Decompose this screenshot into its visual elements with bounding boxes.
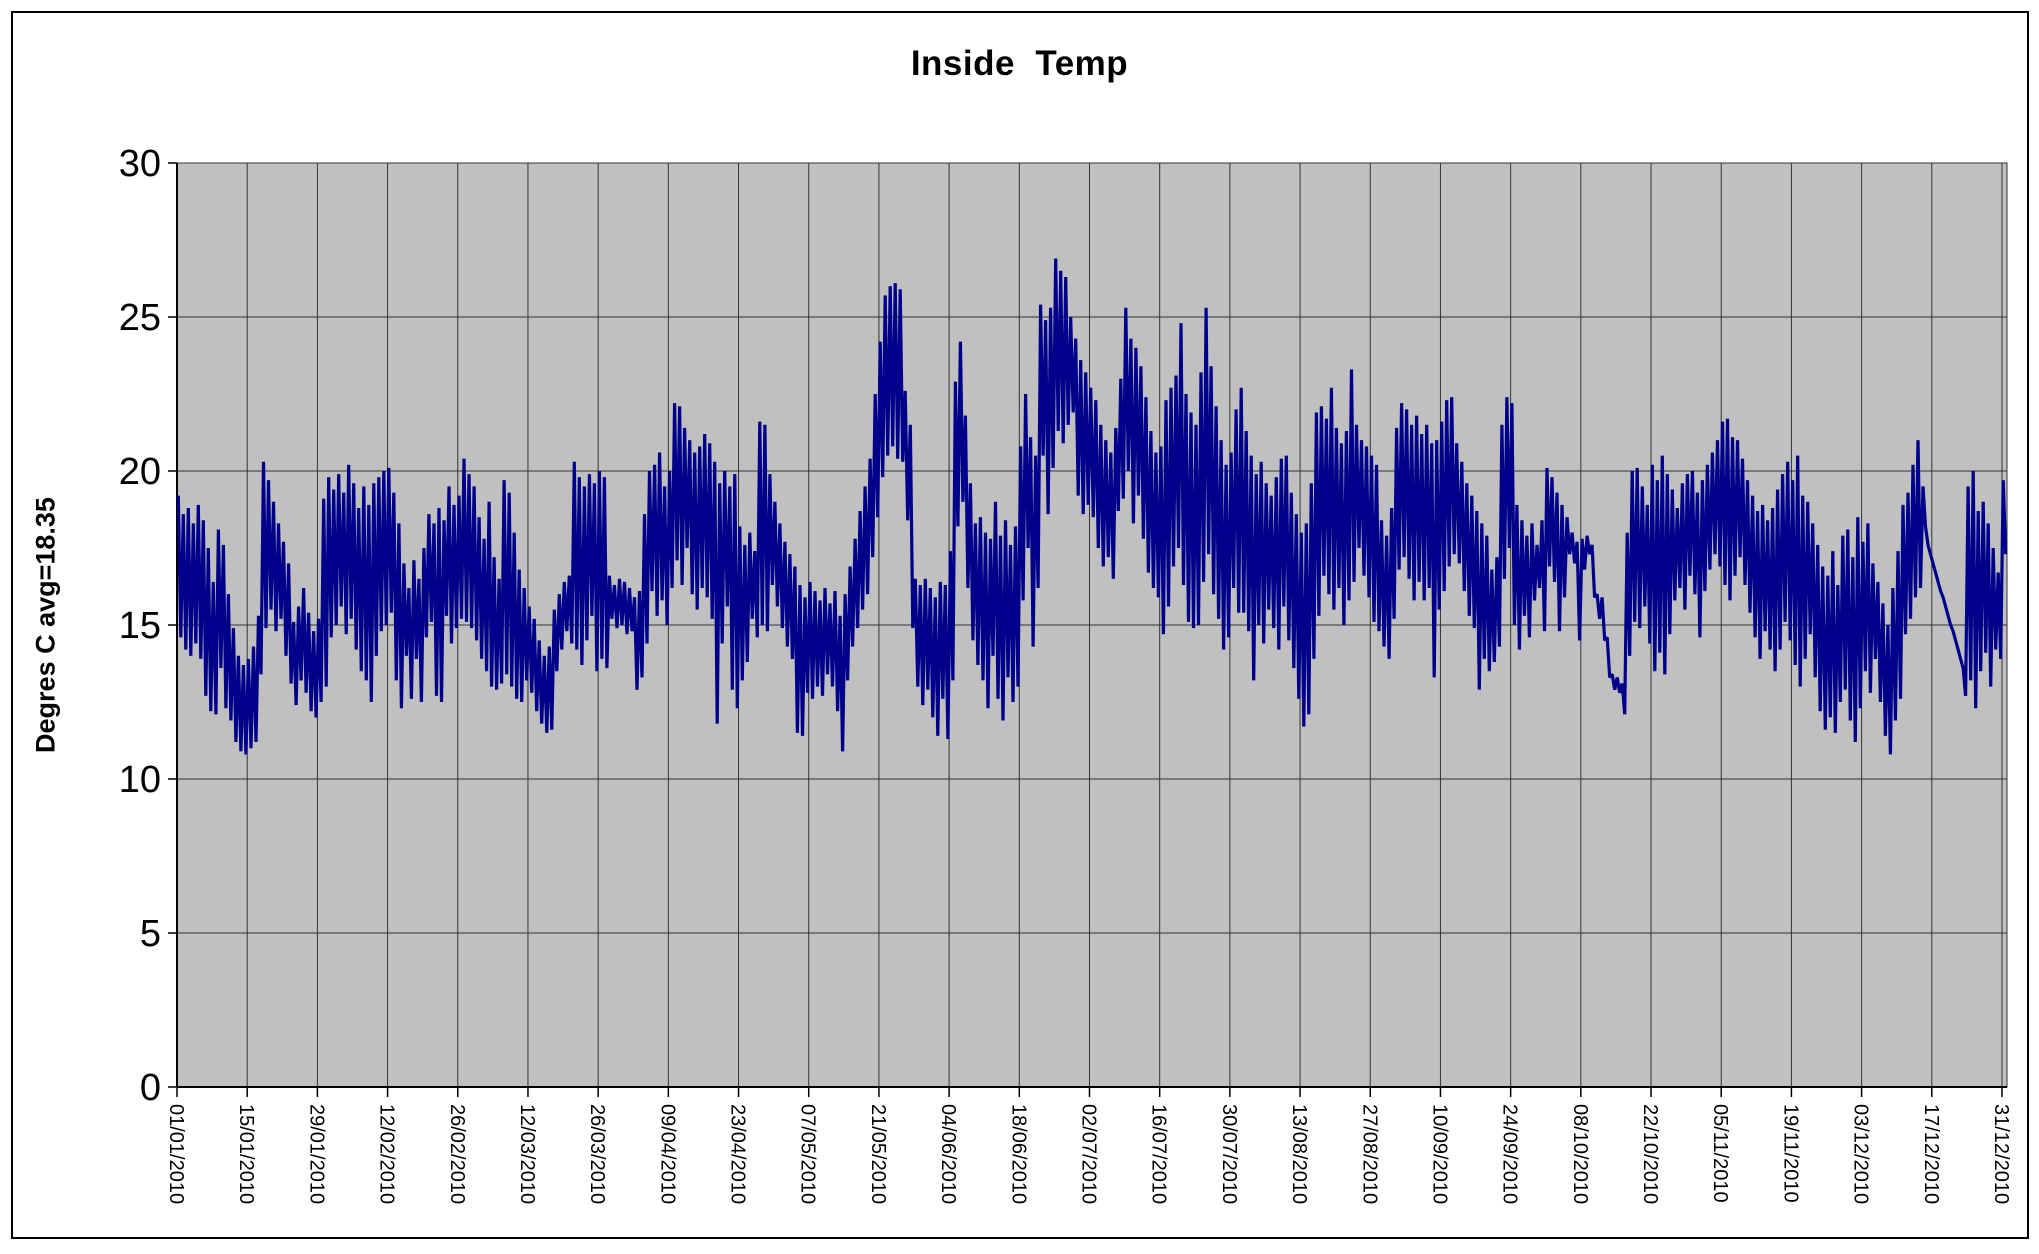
x-tick-label: 27/08/2010 bbox=[1358, 1104, 1380, 1204]
x-tick-label: 17/12/2010 bbox=[1920, 1104, 1942, 1204]
x-tick-label: 18/06/2010 bbox=[1007, 1104, 1029, 1204]
x-tick-label: 23/04/2010 bbox=[727, 1104, 749, 1204]
x-tick-label: 21/05/2010 bbox=[867, 1104, 889, 1204]
y-axis-title: Degres C avg=18.35 bbox=[30, 497, 61, 753]
x-tick-label: 19/11/2010 bbox=[1779, 1104, 1801, 1203]
series-line bbox=[176, 258, 2008, 755]
x-tick-label: 29/01/2010 bbox=[305, 1104, 327, 1204]
x-tick-label: 26/02/2010 bbox=[446, 1104, 468, 1204]
x-tick-label: 10/09/2010 bbox=[1428, 1104, 1450, 1204]
y-tick-label: 25 bbox=[119, 297, 161, 339]
y-tick-label: 30 bbox=[119, 143, 161, 185]
x-tick-label: 02/07/2010 bbox=[1077, 1104, 1099, 1204]
x-tick-label: 04/06/2010 bbox=[937, 1104, 959, 1204]
x-tick-label: 13/08/2010 bbox=[1288, 1104, 1310, 1204]
x-tick-label: 03/12/2010 bbox=[1850, 1104, 1872, 1204]
y-tick-label: 20 bbox=[119, 451, 161, 493]
y-tick-label: 5 bbox=[140, 913, 161, 955]
x-tick-label: 05/11/2010 bbox=[1709, 1104, 1731, 1203]
x-tick-label: 26/03/2010 bbox=[586, 1104, 608, 1204]
x-tick-label: 12/02/2010 bbox=[376, 1104, 398, 1204]
x-tick-label: 16/07/2010 bbox=[1148, 1104, 1170, 1204]
chart-title: Inside Temp bbox=[910, 44, 1129, 83]
x-tick-label: 22/10/2010 bbox=[1639, 1104, 1661, 1204]
x-tick-label: 08/10/2010 bbox=[1569, 1104, 1591, 1204]
x-tick-label: 15/01/2010 bbox=[235, 1104, 257, 1204]
x-tick-label: 01/01/2010 bbox=[165, 1104, 187, 1204]
x-tick-label: 12/03/2010 bbox=[516, 1104, 538, 1204]
x-tick-label: 31/12/2010 bbox=[1990, 1104, 2012, 1204]
x-tick-label: 30/07/2010 bbox=[1218, 1104, 1240, 1204]
x-tick-label: 24/09/2010 bbox=[1499, 1104, 1521, 1204]
x-tick-label: 09/04/2010 bbox=[656, 1104, 678, 1204]
x-tick-label: 07/05/2010 bbox=[797, 1104, 819, 1204]
y-tick-label: 0 bbox=[140, 1067, 161, 1109]
y-tick-label: 15 bbox=[119, 605, 161, 647]
y-tick-label: 10 bbox=[119, 759, 161, 801]
